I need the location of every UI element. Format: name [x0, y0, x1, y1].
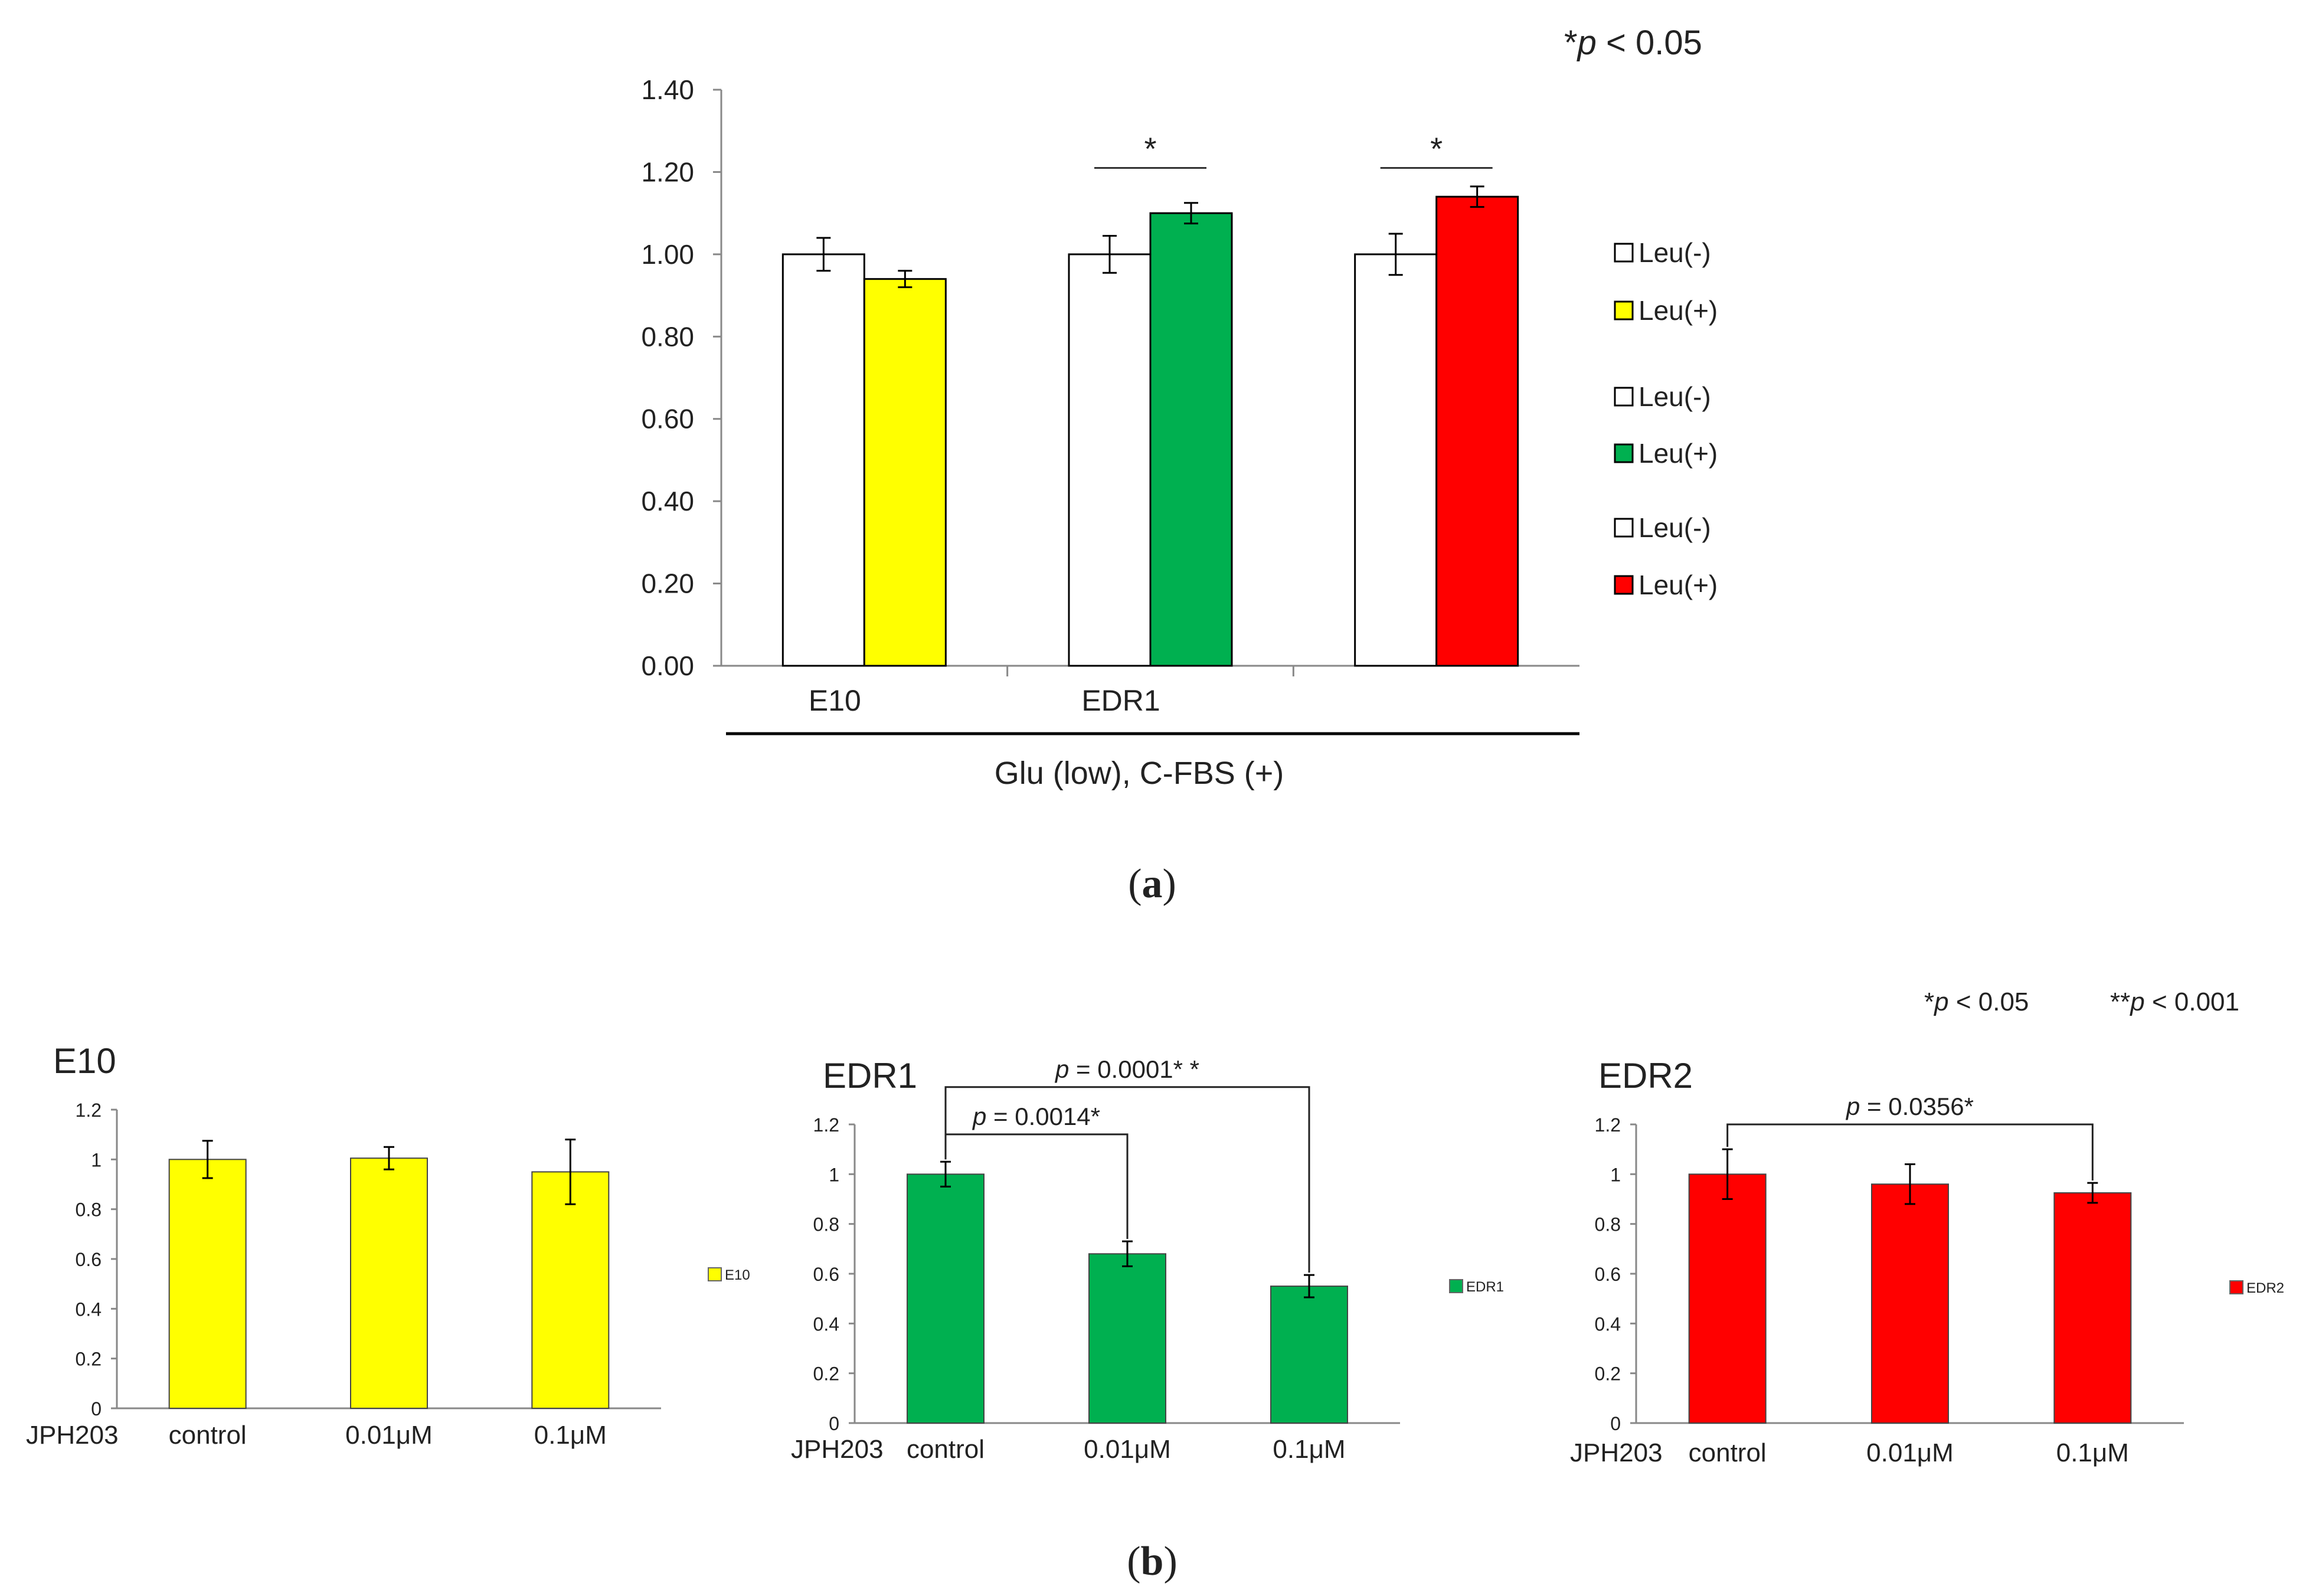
- y-tick-label: 1.2: [1595, 1114, 1621, 1136]
- y-tick-label: 1: [829, 1164, 839, 1185]
- legend-label: E10: [725, 1267, 750, 1283]
- chart-a: 0.00 0.20 0.40 0.60 0.80 1.00 1.20 1.40 E10 * EDR1…: [641, 74, 1718, 735]
- legend-swatch: [1614, 518, 1634, 538]
- y-tick-label: 0.8: [813, 1214, 839, 1235]
- y-tick-label: 0.00: [641, 650, 694, 681]
- bar: [1270, 1286, 1348, 1424]
- significance-label: p = 0.0001* *: [1054, 1055, 1199, 1083]
- bar: [1149, 212, 1233, 667]
- legend-label: Leu(+): [1638, 570, 1718, 600]
- category-label: control: [169, 1421, 247, 1450]
- y-tick-label: 0.8: [1595, 1214, 1621, 1235]
- y-tick-label: 0.6: [1595, 1264, 1621, 1285]
- y-tick-label: 0.4: [813, 1313, 839, 1335]
- y-tick-label: 0.4: [76, 1299, 102, 1320]
- category-label: 0.01μM: [1084, 1435, 1171, 1464]
- y-tick-label: 0.2: [76, 1349, 102, 1370]
- legend-label: Leu(+): [1638, 438, 1718, 469]
- y-tick-label: 0.20: [641, 568, 694, 599]
- x-axis-label: JPH203: [26, 1421, 119, 1450]
- category-label: 0.1μM: [2056, 1438, 2129, 1467]
- bar: [1435, 195, 1519, 667]
- chart-b-edr2: EDR2 0 0.2 0.4 0.6 0.8 1 1.2 JPH203 control 0.01μM…: [1570, 1056, 2284, 1467]
- category-label: 0.01μM: [1866, 1438, 1954, 1467]
- significance-note-b-1: *p < 0.05: [1924, 987, 2029, 1016]
- legend-label: Leu(-): [1638, 512, 1711, 543]
- legend-label: Leu(-): [1638, 381, 1711, 412]
- significance-note-b-2: **p < 0.001: [2110, 987, 2239, 1016]
- legend-swatch: [1449, 1279, 1463, 1293]
- bar: [1088, 1253, 1166, 1424]
- bar: [1688, 1173, 1767, 1424]
- y-tick-label: 1.2: [76, 1100, 102, 1121]
- y-tick-label: 0.80: [641, 321, 694, 352]
- legend-swatch: [1614, 243, 1634, 263]
- bar: [168, 1159, 247, 1409]
- y-tick-label: 0.6: [813, 1264, 839, 1285]
- significance-bracket: [1726, 1123, 2094, 1181]
- y-tick-label: 1.2: [813, 1114, 839, 1136]
- legend-swatch: [1614, 575, 1634, 595]
- significance-bracket: [944, 1086, 1310, 1273]
- y-tick-label: 1.00: [641, 239, 694, 270]
- x-axis-label: JPH203: [791, 1435, 884, 1464]
- legend-swatch: [1614, 300, 1634, 320]
- bar: [350, 1157, 428, 1409]
- legend-label: EDR1: [1466, 1279, 1504, 1295]
- panel-label-a: (a): [1128, 861, 1176, 907]
- y-tick-label: 0: [91, 1398, 102, 1420]
- bar: [531, 1171, 610, 1409]
- y-tick-label: 0.2: [813, 1363, 839, 1385]
- y-tick-label: 1: [1610, 1164, 1621, 1185]
- category-label: E10: [809, 684, 861, 717]
- y-tick-label: 0.40: [641, 486, 694, 516]
- x-axis-label: JPH203: [1570, 1438, 1663, 1467]
- chart-title: E10: [53, 1041, 116, 1081]
- significance-label: p = 0.0014*: [972, 1103, 1100, 1130]
- panel-label-b: (b): [1127, 1539, 1178, 1584]
- y-tick-label: 0.2: [1595, 1363, 1621, 1385]
- category-label: 0.1μM: [534, 1421, 607, 1450]
- y-tick-label: 1.40: [641, 74, 694, 105]
- significance-star: *: [1144, 131, 1156, 166]
- bar: [863, 278, 947, 667]
- category-label: EDR1: [1081, 684, 1160, 717]
- bar: [907, 1173, 985, 1424]
- chart-title: EDR2: [1598, 1056, 1693, 1095]
- y-tick-label: 0.8: [76, 1199, 102, 1221]
- group-caption: Glu (low), C-FBS (+): [995, 756, 1284, 791]
- category-label: 0.01μM: [345, 1421, 433, 1450]
- y-tick-label: 1.20: [641, 156, 694, 187]
- legend-swatch: [708, 1267, 722, 1281]
- chart-b-edr1: EDR1 0 0.2 0.4 0.6 0.8 1 1.2 JPH203 control 0.01μM…: [791, 1055, 1504, 1464]
- significance-note-a: *p < 0.05: [1564, 24, 1702, 62]
- legend-swatch: [2229, 1280, 2243, 1294]
- legend-label: Leu(+): [1638, 295, 1718, 326]
- legend-label: EDR2: [2246, 1280, 2284, 1296]
- bar: [1354, 253, 1438, 667]
- category-label: control: [1689, 1438, 1767, 1467]
- legend-label: Leu(-): [1638, 237, 1711, 268]
- y-tick-label: 0: [829, 1413, 839, 1434]
- bar: [781, 253, 865, 667]
- y-tick-label: 0.60: [641, 404, 694, 434]
- bar: [2053, 1192, 2132, 1424]
- bar: [1068, 253, 1152, 667]
- significance-label: p = 0.0356*: [1845, 1093, 1974, 1120]
- significance-star: *: [1430, 131, 1443, 166]
- y-tick-label: 0.6: [76, 1249, 102, 1270]
- y-tick-label: 0.4: [1595, 1313, 1621, 1335]
- category-label: control: [907, 1435, 985, 1464]
- chart-title: EDR1: [823, 1056, 917, 1095]
- category-label: 0.1μM: [1273, 1435, 1345, 1464]
- y-tick-label: 0: [1610, 1413, 1621, 1434]
- y-tick-label: 1: [91, 1149, 102, 1170]
- bar: [1871, 1183, 1949, 1424]
- legend-swatch: [1614, 387, 1634, 407]
- legend-swatch: [1614, 443, 1634, 463]
- chart-b-e10: E10 0 0.2 0.4 0.6 0.8 1 1.2 JPH203 control 0.01μM 0…: [26, 1041, 750, 1450]
